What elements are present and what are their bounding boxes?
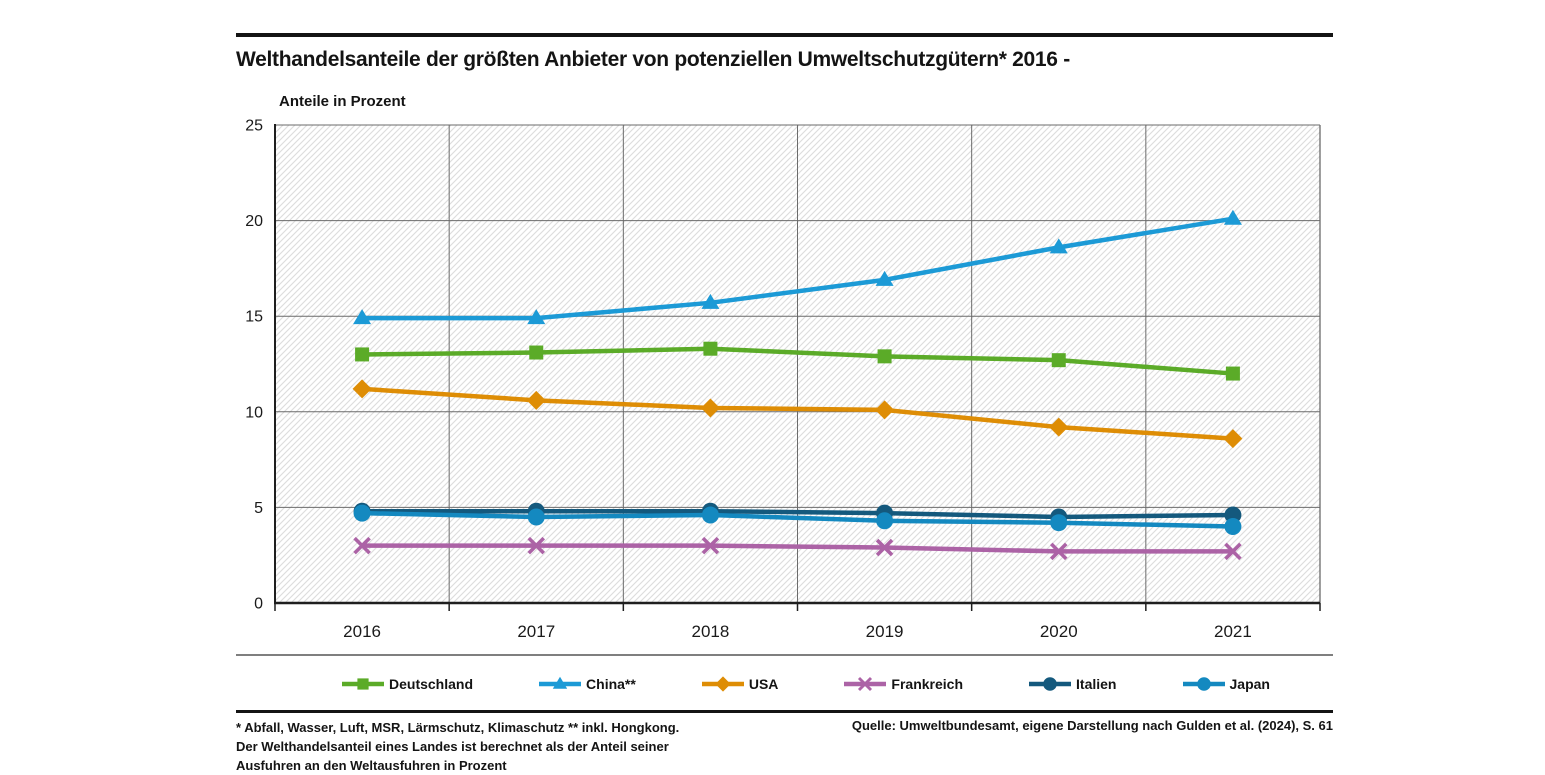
data-point: [353, 536, 371, 555]
data-point: [1043, 677, 1057, 691]
data-point: [527, 309, 546, 325]
y-tick-label-15: 15: [245, 309, 263, 326]
data-point: [1225, 366, 1240, 381]
series-line: [362, 508, 1233, 520]
y-tick-label-10: 10: [245, 404, 263, 421]
footnote-line-1: * Abfall, Wasser, Luft, MSR, Lärmschutz,…: [236, 720, 680, 735]
data-point: [529, 345, 544, 360]
legend-divider: [236, 654, 1333, 656]
x-tick-label-2020: 2020: [1040, 622, 1078, 641]
legend-item-italien: Italien: [1027, 674, 1117, 694]
data-point: [877, 349, 892, 364]
data-point: [1051, 353, 1066, 368]
legend-marker-japan-icon: [1182, 677, 1225, 691]
y-tick-label-25: 25: [245, 118, 263, 135]
legend-label: USA: [748, 676, 779, 692]
series-china: [353, 209, 1242, 325]
data-point: [701, 293, 720, 309]
data-point: [1223, 209, 1242, 225]
data-point: [552, 676, 568, 689]
data-point: [1049, 238, 1068, 254]
series-japan: [353, 504, 1242, 536]
title-divider: [236, 33, 1333, 37]
data-point: [1196, 677, 1211, 691]
legend-item-usa: USA: [700, 674, 779, 694]
data-point: [875, 270, 894, 286]
data-point: [1224, 542, 1242, 561]
legend-marker-china-icon: [539, 676, 582, 689]
data-point: [876, 512, 894, 530]
series-line: [362, 543, 1233, 554]
legend-marker-usa-icon: [701, 676, 744, 692]
data-point: [701, 536, 720, 555]
legend-label: Italien: [1076, 676, 1117, 692]
data-point: [355, 347, 370, 362]
data-point: [352, 379, 372, 399]
legend-label: Deutschland: [389, 676, 474, 692]
x-tick-label-2017: 2017: [517, 622, 555, 641]
footnotes: * Abfall, Wasser, Luft, MSR, Lärmschutz,…: [236, 718, 856, 775]
legend-item-frankreich: Frankreich: [842, 674, 963, 694]
legend-item-japan: Japan: [1181, 674, 1270, 694]
data-point: [353, 504, 371, 522]
data-point: [353, 309, 372, 325]
legend-label: Japan: [1229, 676, 1270, 692]
y-tick-label-20: 20: [245, 213, 263, 230]
x-tick-label-2018: 2018: [692, 622, 730, 641]
legend-item-china: China**: [537, 674, 636, 694]
legend-item-deutschland: Deutschland: [340, 674, 473, 694]
data-point: [701, 506, 719, 524]
data-point: [1049, 417, 1069, 437]
x-tick-label-2019: 2019: [866, 622, 904, 641]
legend-marker-frankreich-icon: [844, 676, 887, 692]
data-point: [1224, 518, 1242, 536]
footnote-divider: [236, 710, 1333, 713]
series-line: [362, 510, 1233, 529]
x-tick-label-2021: 2021: [1214, 622, 1252, 641]
data-point: [875, 538, 894, 557]
legend-marker-deutschland-icon: [342, 678, 384, 690]
data-point: [700, 398, 720, 418]
y-tick-label-0: 0: [254, 596, 263, 613]
data-point: [1049, 542, 1068, 561]
data-point: [858, 676, 873, 692]
series-frankreich: [353, 536, 1242, 561]
data-point: [527, 536, 546, 555]
data-point: [703, 341, 718, 356]
data-point: [357, 678, 369, 690]
chart-legend: Deutschland China** USA Frankreich Italien Ja…: [340, 670, 1270, 698]
y-axis-title: Anteile in Prozent: [279, 93, 406, 110]
series-line: [361, 386, 1234, 441]
chart-title: Welthandelsanteile der größten Anbieter …: [236, 48, 1070, 71]
data-point: [1223, 429, 1243, 449]
data-point: [527, 508, 545, 526]
footnote-line-2: Der Welthandelsanteil eines Landes ist b…: [236, 739, 669, 754]
data-point: [526, 390, 546, 410]
source-attribution: Quelle: Umweltbundesamt, eigene Darstell…: [851, 718, 1333, 733]
x-tick-label-2016: 2016: [343, 622, 381, 641]
series-usa: [352, 379, 1243, 449]
series-deutschland: [355, 341, 1240, 381]
data-point: [1050, 514, 1068, 532]
data-point: [875, 400, 895, 420]
data-point: [715, 676, 731, 692]
series-line: [362, 346, 1234, 376]
footnote-line-3: Ausfuhren an den Weltausfuhren in Prozen…: [236, 758, 507, 773]
y-tick-label-5: 5: [254, 500, 263, 517]
series-line: [362, 216, 1234, 321]
legend-label: Frankreich: [891, 676, 964, 692]
legend-marker-italien-icon: [1029, 677, 1072, 691]
legend-label: China**: [586, 676, 636, 692]
